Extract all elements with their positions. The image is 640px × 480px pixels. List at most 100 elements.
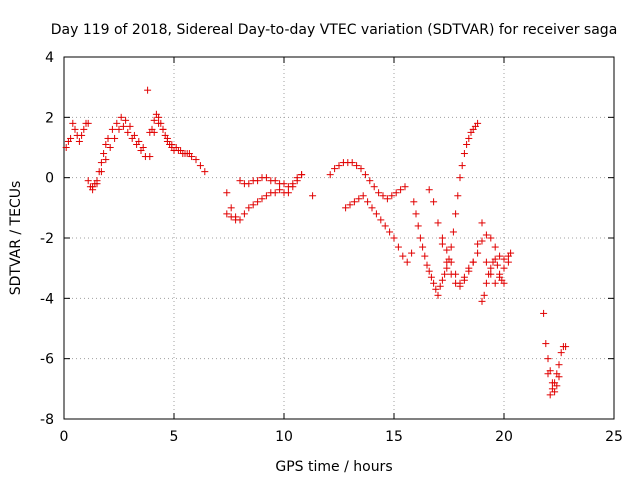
data-point (438, 276, 446, 284)
data-point (419, 243, 427, 251)
data-point (276, 186, 284, 194)
data-point (124, 128, 132, 136)
data-point (465, 267, 473, 275)
data-point (399, 252, 407, 260)
data-point (487, 234, 495, 242)
data-point (491, 279, 499, 287)
data-point (496, 270, 504, 278)
data-point (425, 267, 433, 275)
data-point (172, 144, 180, 151)
data-point (375, 189, 383, 197)
data-point (460, 150, 468, 158)
data-point (69, 119, 77, 127)
data-point (403, 258, 411, 266)
data-point (548, 379, 556, 387)
data-point (454, 192, 462, 200)
y-tick-label: -2 (40, 231, 54, 247)
data-point (357, 165, 365, 173)
data-point (482, 231, 490, 239)
chart-title: Day 119 of 2018, Sidereal Day-to-day VTE… (51, 22, 618, 38)
data-point (115, 125, 123, 133)
y-axis-label: SDTVAR / TECUs (8, 181, 24, 296)
data-point (504, 258, 512, 266)
data-point (436, 282, 444, 290)
data-point (542, 340, 550, 348)
x-tick-label: 20 (495, 429, 513, 445)
y-tick-labels: -8 -6 -4 -2 0 2 4 (40, 50, 54, 428)
data-point (122, 116, 130, 124)
y-tick-label: -4 (40, 291, 54, 307)
data-point (555, 361, 563, 369)
data-point (410, 198, 418, 206)
data-point (104, 134, 112, 142)
grid (64, 57, 614, 419)
data-point (227, 204, 235, 212)
data-point (456, 174, 464, 182)
data-point (392, 189, 400, 197)
data-point (331, 165, 339, 173)
data-point (111, 134, 119, 142)
data-point (474, 240, 482, 248)
data-point (137, 147, 145, 155)
plot-frame (63, 56, 615, 420)
data-point (227, 213, 235, 221)
data-point (150, 116, 158, 124)
data-point (350, 198, 358, 206)
data-point (438, 240, 446, 248)
x-tick-label: 0 (60, 429, 69, 445)
data-point (441, 270, 449, 278)
data-point (388, 192, 396, 200)
data-point (414, 222, 422, 230)
y-tick-label: 2 (45, 110, 54, 126)
data-point (449, 228, 457, 236)
y-tick-label: -8 (40, 412, 54, 428)
data-point (557, 349, 565, 357)
data-point (289, 180, 297, 188)
data-point (113, 119, 121, 127)
x-tick-label: 25 (605, 429, 623, 445)
data-point (434, 291, 442, 299)
data-point (553, 382, 561, 390)
data-point (482, 258, 490, 266)
data-point (423, 261, 431, 269)
data-point (412, 210, 420, 218)
data-point (491, 243, 499, 251)
data-point (155, 113, 163, 121)
data-point (366, 177, 374, 185)
data-point (487, 264, 495, 272)
data-point (480, 291, 488, 299)
data-point (102, 140, 110, 148)
data-point (346, 201, 354, 209)
data-point (474, 119, 482, 127)
data-point (245, 180, 253, 188)
data-point (485, 270, 493, 278)
x-tick-labels: 0 5 10 15 20 25 (60, 429, 623, 445)
x-tick-label: 5 (170, 429, 179, 445)
data-point (271, 177, 279, 185)
data-point (500, 255, 508, 263)
data-point (438, 234, 446, 242)
data-point (447, 243, 455, 251)
data-point (408, 249, 416, 257)
data-point (93, 180, 101, 188)
data-point (397, 186, 405, 194)
data-point (262, 174, 270, 182)
data-point (185, 150, 193, 158)
data-point (353, 162, 361, 170)
data-point (106, 144, 114, 151)
data-points (62, 86, 570, 399)
data-point (80, 125, 88, 133)
data-point (117, 113, 125, 121)
data-point (75, 137, 83, 145)
data-point (443, 246, 451, 254)
y-tick-label: 0 (45, 171, 54, 187)
data-point (126, 122, 134, 130)
data-point (84, 119, 92, 127)
data-point (348, 159, 356, 167)
data-point (359, 192, 367, 200)
x-axis-label: GPS time / hours (275, 459, 392, 475)
data-point (383, 195, 391, 203)
data-point (196, 162, 204, 170)
data-point (427, 273, 435, 281)
